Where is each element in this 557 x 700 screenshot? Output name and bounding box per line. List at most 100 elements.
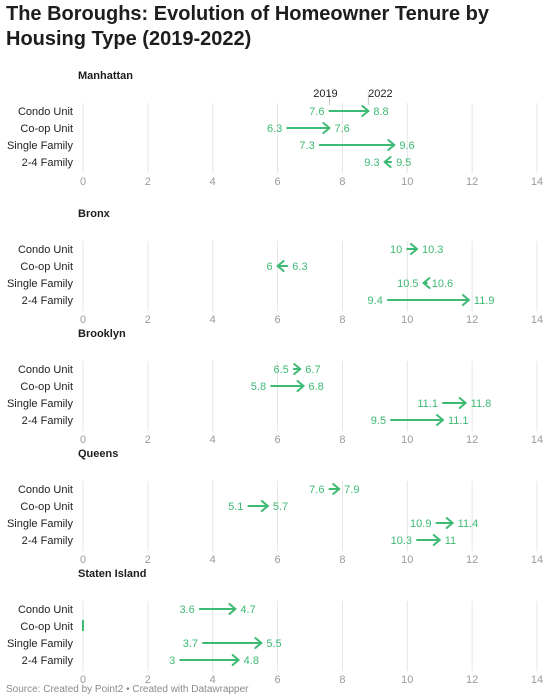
row-label: Co-op Unit: [20, 621, 73, 633]
x-tick-label: 2: [145, 314, 151, 326]
end-value-label: 11.1: [448, 415, 469, 427]
end-value-label: 11.4: [458, 518, 479, 530]
end-value-label: 10.5: [397, 278, 418, 290]
arrow-head: [260, 500, 269, 512]
x-tick-label: 12: [466, 314, 478, 326]
x-tick-label: 14: [531, 176, 543, 188]
arrow-head: [410, 243, 419, 255]
x-tick-label: 4: [210, 674, 216, 686]
row-label: Condo Unit: [18, 364, 73, 376]
row-label: 2-4 Family: [22, 295, 74, 307]
row-label: Single Family: [7, 518, 74, 530]
x-tick-label: 14: [531, 434, 543, 446]
row-label: Single Family: [7, 140, 74, 152]
row-label: Condo Unit: [18, 484, 73, 496]
x-tick-label: 8: [339, 674, 345, 686]
start-value-label: 10: [390, 244, 402, 256]
row-label: 2-4 Family: [22, 415, 74, 427]
start-value-label: 11.1: [417, 398, 438, 410]
arrow-head: [422, 277, 431, 289]
x-tick-label: 14: [531, 674, 543, 686]
x-tick-label: 12: [466, 176, 478, 188]
x-tick-label: 4: [210, 434, 216, 446]
arrow-head: [387, 139, 396, 151]
start-value-label: 6.3: [267, 123, 282, 135]
row-label: Condo Unit: [18, 106, 73, 118]
panel-title: Queens: [78, 448, 118, 460]
arrow-head: [332, 483, 341, 495]
x-tick-label: 10: [401, 434, 413, 446]
x-tick-label: 6: [275, 314, 281, 326]
x-tick-label: 8: [339, 434, 345, 446]
arrow-head: [228, 603, 237, 615]
x-tick-label: 0: [80, 554, 86, 566]
arrow-head: [293, 363, 302, 375]
end-value-label: 10.3: [422, 244, 443, 256]
row-label: Co-op Unit: [20, 123, 73, 135]
x-tick-label: 8: [339, 554, 345, 566]
arrow-head: [322, 122, 331, 134]
start-value-label: 6.3: [292, 261, 307, 273]
start-value-label: 9.5: [371, 415, 386, 427]
start-value-label: 10.3: [391, 535, 412, 547]
row-label: Condo Unit: [18, 604, 73, 616]
end-value-label: 11.9: [474, 295, 495, 307]
arrow-head: [432, 534, 441, 546]
row-label: Single Family: [7, 638, 74, 650]
arrow-head: [383, 156, 392, 168]
row-label: 2-4 Family: [22, 655, 74, 667]
source-note: Source: Created by Point2 • Created with…: [6, 684, 249, 695]
arrow-head: [458, 397, 467, 409]
row-label: Single Family: [7, 278, 74, 290]
panel-title: Manhattan: [78, 70, 133, 82]
start-value-label: 5.8: [251, 381, 266, 393]
legend-end-label: 2022: [368, 88, 392, 100]
end-value-label: 6.8: [309, 381, 324, 393]
x-tick-label: 6: [275, 554, 281, 566]
end-value-label: 7.6: [334, 123, 349, 135]
legend-start-label: 2019: [313, 88, 337, 100]
start-value-label: 9.4: [368, 295, 383, 307]
start-value-label: 3.6: [179, 604, 194, 616]
arrow-head: [445, 517, 454, 529]
end-value-label: 9.6: [399, 140, 414, 152]
start-value-label: 3: [169, 655, 175, 667]
x-tick-label: 0: [80, 314, 86, 326]
x-tick-label: 6: [275, 434, 281, 446]
end-value-label: 7.9: [344, 484, 359, 496]
row-label: Condo Unit: [18, 244, 73, 256]
x-tick-label: 2: [145, 176, 151, 188]
end-value-label: 11.8: [471, 398, 492, 410]
x-tick-label: 14: [531, 554, 543, 566]
start-value-label: 10.9: [410, 518, 431, 530]
start-value-label: 7.6: [309, 484, 324, 496]
start-value-label: 10.6: [432, 278, 453, 290]
x-tick-label: 8: [339, 176, 345, 188]
x-tick-label: 0: [80, 176, 86, 188]
end-value-label: 5.5: [266, 638, 281, 650]
end-value-label: 11: [445, 535, 456, 547]
x-tick-label: 12: [466, 434, 478, 446]
arrow-head: [296, 380, 305, 392]
x-tick-label: 2: [145, 554, 151, 566]
x-tick-label: 10: [401, 176, 413, 188]
end-value-label: 6.7: [305, 364, 320, 376]
end-value-label: 9.3: [364, 157, 379, 169]
arrow-head: [254, 637, 263, 649]
x-tick-label: 12: [466, 554, 478, 566]
start-value-label: 5.1: [228, 501, 243, 513]
end-value-label: 4.8: [244, 655, 259, 667]
panel-title: Bronx: [78, 208, 111, 220]
x-tick-label: 10: [401, 554, 413, 566]
x-tick-label: 2: [145, 674, 151, 686]
start-value-label: 3.7: [183, 638, 198, 650]
arrow-head: [276, 260, 285, 272]
x-tick-label: 0: [80, 434, 86, 446]
panel-title: Staten Island: [78, 568, 146, 580]
arrow-head: [435, 414, 444, 426]
arrow-head: [361, 105, 370, 117]
x-tick-label: 4: [210, 314, 216, 326]
x-tick-label: 6: [275, 176, 281, 188]
row-label: Co-op Unit: [20, 261, 73, 273]
